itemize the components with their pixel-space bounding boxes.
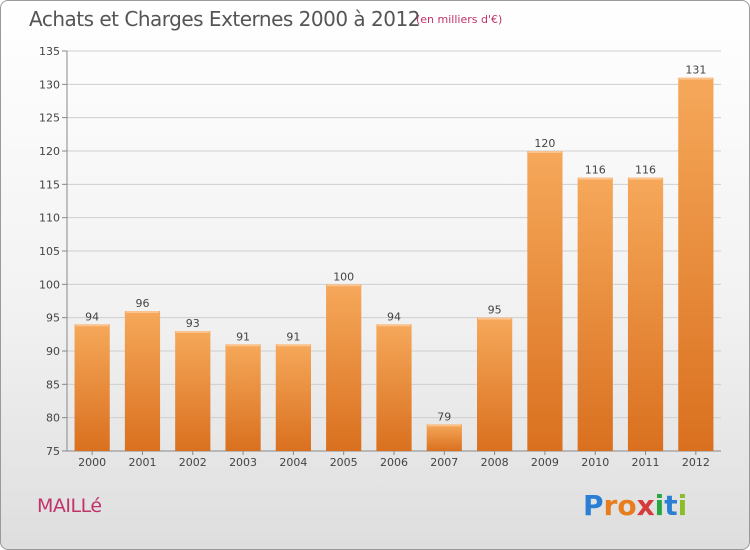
bar-2001 xyxy=(124,311,161,451)
bar-2000 xyxy=(74,324,110,451)
value-label-2007: 79 xyxy=(437,410,451,423)
y-tick-label: 125 xyxy=(39,112,60,125)
x-tick-label-2004: 2004 xyxy=(279,456,307,469)
bar-2003 xyxy=(225,344,261,451)
x-tick-label-2002: 2002 xyxy=(179,456,207,469)
value-label-2002: 93 xyxy=(186,317,200,330)
x-tick-label-2010: 2010 xyxy=(581,456,609,469)
y-tick-label: 100 xyxy=(39,278,60,291)
bar-highlight xyxy=(176,331,210,333)
x-tick-label-2007: 2007 xyxy=(430,456,458,469)
bar-2012 xyxy=(678,77,714,452)
bar-highlight xyxy=(427,424,461,427)
x-tick-label-2011: 2011 xyxy=(632,456,660,469)
value-label-2010: 116 xyxy=(585,164,606,177)
bar-highlight xyxy=(377,324,411,327)
bar-highlight xyxy=(478,317,512,320)
bars xyxy=(74,77,714,452)
bar-highlight xyxy=(226,344,260,347)
bar-highlight xyxy=(578,177,612,180)
chart-subtitle: (en milliers d'€) xyxy=(416,13,503,26)
bar-2011 xyxy=(627,177,664,451)
value-label-2001: 96 xyxy=(135,297,149,310)
value-label-2000: 94 xyxy=(85,310,99,323)
y-tick-label: 110 xyxy=(39,212,60,225)
x-tick-label-2012: 2012 xyxy=(682,456,710,469)
y-tick-label: 115 xyxy=(39,178,60,191)
bar-2006 xyxy=(376,324,412,451)
bar-highlight xyxy=(327,284,361,287)
bar-2007 xyxy=(426,424,462,451)
y-tick-label: 120 xyxy=(39,145,60,158)
value-label-2011: 116 xyxy=(635,164,656,177)
bar-2004 xyxy=(275,344,311,451)
logo-letter: t xyxy=(664,489,678,522)
y-tick-label: 135 xyxy=(39,45,60,58)
x-tick-label-2009: 2009 xyxy=(531,456,559,469)
commune-name: MAILLé xyxy=(37,495,102,517)
bar-highlight xyxy=(528,151,562,153)
y-tick-label: 80 xyxy=(46,412,60,425)
value-label-2008: 95 xyxy=(488,304,502,317)
x-tick-labels: 2000 2001 2002 2003 2004 2005 2006 2007 2008 2009… xyxy=(78,451,710,469)
y-tick-label: 130 xyxy=(39,78,60,91)
proxiti-logo: Proxiti xyxy=(583,489,687,522)
x-tick-label-2008: 2008 xyxy=(481,456,509,469)
bar-2008 xyxy=(477,317,513,451)
value-label-2004: 91 xyxy=(286,330,300,343)
bar-2010 xyxy=(577,177,613,451)
logo-letter: i xyxy=(654,489,665,522)
bar-2005 xyxy=(326,284,362,451)
logo-letter: P xyxy=(583,489,604,522)
logo-letter: o xyxy=(617,489,637,522)
bar-highlight xyxy=(75,324,109,327)
y-tick-label: 105 xyxy=(39,245,60,258)
y-tick-label: 90 xyxy=(46,345,60,358)
x-tick-label-2000: 2000 xyxy=(78,456,106,469)
bar-highlight xyxy=(628,177,663,180)
value-label-2005: 100 xyxy=(333,270,354,283)
logo-letter: x xyxy=(636,489,655,522)
bar-2009 xyxy=(527,151,563,451)
bar-highlight xyxy=(276,344,310,347)
x-tick-label-2005: 2005 xyxy=(330,456,358,469)
value-label-2006: 94 xyxy=(387,310,401,323)
y-tick-label: 95 xyxy=(46,312,60,325)
y-tick-label: 85 xyxy=(46,378,60,391)
chart-title: Achats et Charges Externes 2000 à 2012 xyxy=(29,7,420,31)
x-tick-label-2006: 2006 xyxy=(380,456,408,469)
value-labels: 94 96 93 91 91 100 94 79 95 120 116 116 131 xyxy=(85,64,706,424)
x-tick-label-2003: 2003 xyxy=(229,456,257,469)
value-label-2003: 91 xyxy=(236,330,250,343)
value-label-2012: 131 xyxy=(685,64,706,77)
x-tick-label-2001: 2001 xyxy=(128,456,156,469)
bar-2002 xyxy=(175,331,211,451)
logo-letter: i xyxy=(677,489,688,522)
value-label-2009: 120 xyxy=(534,137,555,150)
logo-letter: r xyxy=(603,489,618,522)
y-tick-labels: 75 80 85 90 95 100 105 110 115 120 125 130 135 xyxy=(39,45,60,458)
bar-highlight xyxy=(679,77,713,80)
y-tick-label: 75 xyxy=(46,445,60,458)
bar-highlight xyxy=(125,311,160,313)
